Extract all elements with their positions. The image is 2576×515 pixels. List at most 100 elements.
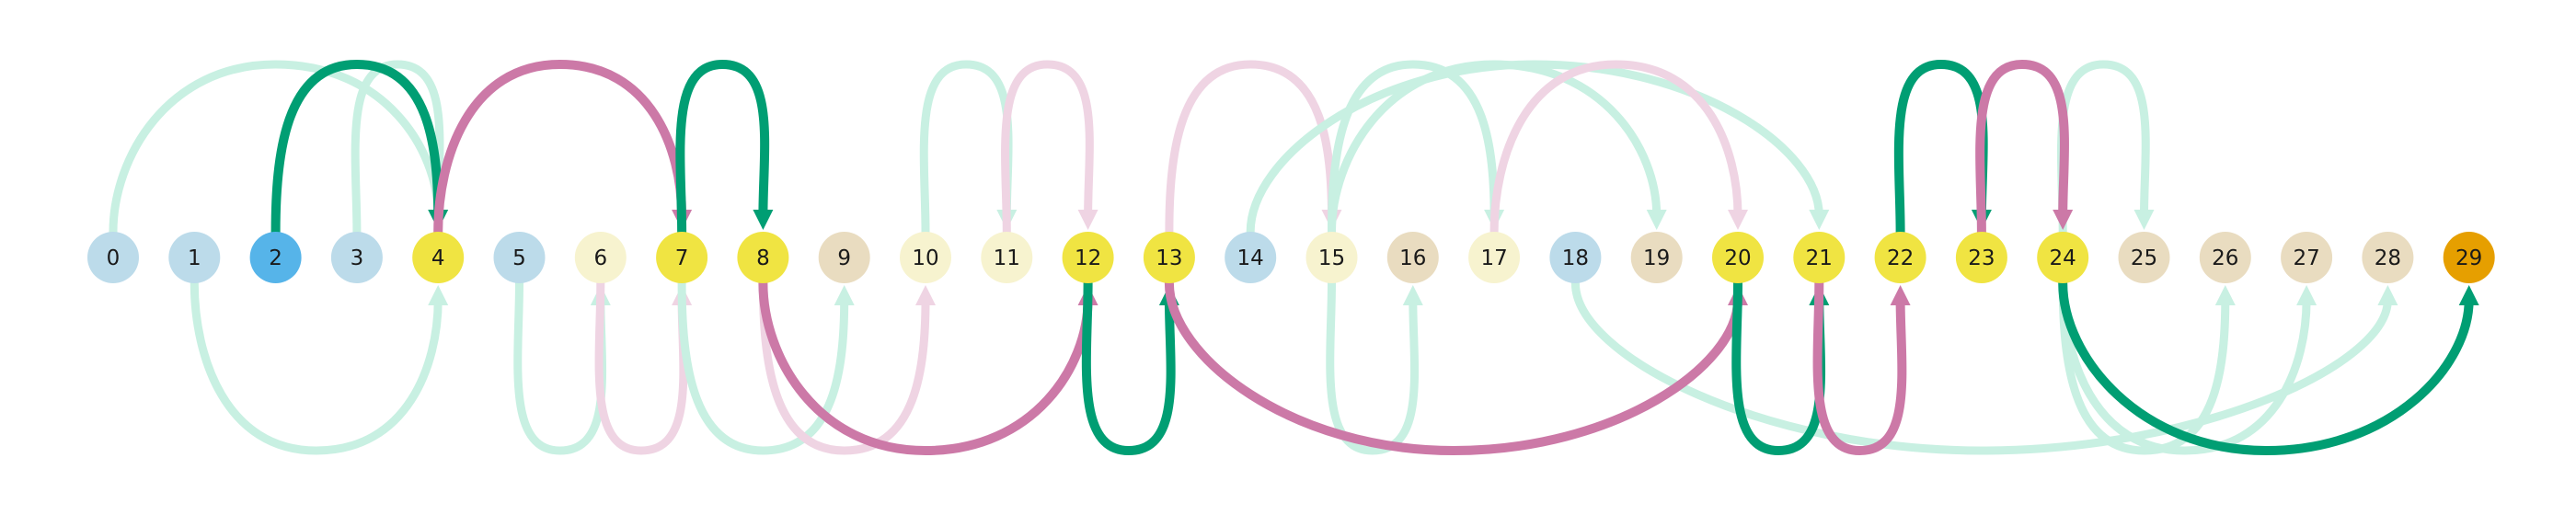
node-circle xyxy=(1549,232,1602,283)
node-circle xyxy=(168,232,221,283)
edge-arrowhead xyxy=(915,285,936,305)
node-circle xyxy=(249,232,302,283)
edge-arc xyxy=(2056,60,2150,236)
node: 18 xyxy=(1549,232,1602,283)
node-circle xyxy=(1955,232,2007,283)
edge-arc xyxy=(109,60,443,236)
node-label: 29 xyxy=(2455,246,2482,270)
node: 6 xyxy=(574,232,627,283)
edge-arc xyxy=(1570,279,2392,455)
node-circle xyxy=(1468,232,1521,283)
node-label: 28 xyxy=(2375,246,2401,270)
edge-arrowhead xyxy=(1809,210,1830,230)
node-circle xyxy=(2281,232,2333,283)
node: 22 xyxy=(1874,232,1926,283)
node-circle xyxy=(330,232,383,283)
edge-arc xyxy=(1328,60,1499,236)
node: 16 xyxy=(1386,232,1439,283)
edge-arrowhead xyxy=(2377,285,2398,305)
edge-arc xyxy=(758,279,930,455)
node-label: 0 xyxy=(107,246,121,270)
node-label: 4 xyxy=(431,246,445,270)
node-circle xyxy=(656,232,708,283)
edge-arc xyxy=(919,60,1013,236)
node-circle xyxy=(981,232,1033,283)
edge-arrowhead xyxy=(1728,210,1748,230)
edge-arrowhead xyxy=(1890,285,1911,305)
edge-arc xyxy=(2058,279,2311,455)
edge-arrowhead xyxy=(2296,285,2317,305)
node-label: 11 xyxy=(994,246,1020,270)
node-label: 20 xyxy=(1724,246,1751,270)
node: 20 xyxy=(1712,232,1764,283)
node-circle xyxy=(2199,232,2251,283)
node: 13 xyxy=(1143,232,1195,283)
node-label: 19 xyxy=(1643,246,1670,270)
node-circle xyxy=(1630,232,1683,283)
edge-arc xyxy=(433,59,687,236)
node: 29 xyxy=(2443,232,2495,283)
node: 28 xyxy=(2362,232,2414,283)
edge-arc xyxy=(2058,279,2474,456)
edge-arc xyxy=(1165,60,1336,236)
edge-arrowhead xyxy=(834,285,855,305)
node: 19 xyxy=(1630,232,1683,283)
edge-arrowhead xyxy=(1402,285,1423,305)
node-circle xyxy=(1305,232,1358,283)
node-circle xyxy=(87,232,139,283)
edge-arc xyxy=(270,59,443,236)
edge-arc xyxy=(594,279,688,455)
node: 8 xyxy=(737,232,789,283)
node-label: 18 xyxy=(1562,246,1589,270)
node: 5 xyxy=(493,232,546,283)
node-circle xyxy=(1143,232,1195,283)
node-label: 10 xyxy=(912,246,938,270)
node-circle xyxy=(2037,232,2089,283)
node-circle xyxy=(412,232,465,283)
nodes-layer: 0 1 2 3 4 5 6 7 8 9 10 11 12 13 14 15 16 17 18 19 20 21 22 23 24… xyxy=(87,232,2495,283)
edge-arrowhead xyxy=(428,285,449,305)
node-circle xyxy=(2443,232,2495,283)
node-circle xyxy=(1793,232,1846,283)
node: 9 xyxy=(818,232,870,283)
edge-arc xyxy=(513,279,607,455)
edge-arc xyxy=(1812,279,1907,456)
node-label: 25 xyxy=(2131,246,2157,270)
node-label: 13 xyxy=(1156,246,1182,270)
node-label: 3 xyxy=(351,246,364,270)
node-circle xyxy=(1874,232,1926,283)
node: 24 xyxy=(2037,232,2089,283)
node-circle xyxy=(493,232,546,283)
node-circle xyxy=(2118,232,2170,283)
node-label: 24 xyxy=(2050,246,2076,270)
edge-arc xyxy=(1328,60,1662,236)
node-label: 26 xyxy=(2212,246,2238,270)
node-label: 22 xyxy=(1887,246,1914,270)
node: 23 xyxy=(1955,232,2007,283)
node: 0 xyxy=(87,232,139,283)
node-label: 12 xyxy=(1075,246,1101,270)
edge-arrowhead xyxy=(1646,210,1667,230)
node: 3 xyxy=(330,232,383,283)
node-label: 21 xyxy=(1806,246,1833,270)
node-circle xyxy=(900,232,951,283)
node: 17 xyxy=(1468,232,1521,283)
node-circle xyxy=(574,232,627,283)
node-label: 1 xyxy=(188,246,201,270)
node: 14 xyxy=(1225,232,1277,283)
edge-arc xyxy=(1975,59,2069,236)
node-label: 23 xyxy=(1968,246,1995,270)
edge-arc xyxy=(1326,279,1420,455)
edge-arc xyxy=(1001,60,1094,236)
node: 21 xyxy=(1793,232,1846,283)
edges-layer xyxy=(109,59,2479,456)
node-label: 5 xyxy=(512,246,526,270)
edge-arc xyxy=(1893,59,1988,236)
node-circle xyxy=(1712,232,1764,283)
node: 2 xyxy=(249,232,302,283)
node: 11 xyxy=(981,232,1033,283)
node-circle xyxy=(737,232,789,283)
edge-arc xyxy=(190,279,443,455)
node: 27 xyxy=(2281,232,2333,283)
edge-arc xyxy=(351,60,444,236)
